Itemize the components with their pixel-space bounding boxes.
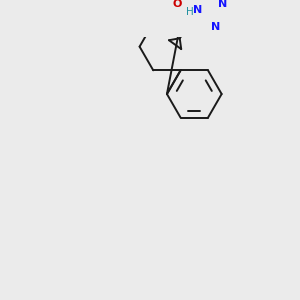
Text: N: N (218, 0, 227, 9)
Text: H: H (186, 7, 194, 17)
Text: N: N (193, 5, 203, 15)
Text: N: N (211, 22, 220, 32)
Text: O: O (172, 0, 182, 9)
